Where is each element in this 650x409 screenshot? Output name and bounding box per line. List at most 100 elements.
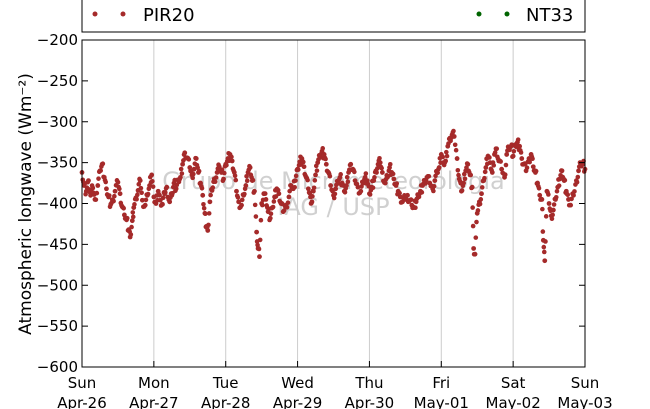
data-point bbox=[344, 183, 349, 188]
data-point bbox=[207, 199, 213, 205]
data-point bbox=[247, 165, 253, 170]
data-point bbox=[342, 189, 348, 195]
legend-marker bbox=[92, 11, 98, 17]
data-point bbox=[139, 190, 144, 196]
data-point bbox=[216, 164, 222, 170]
data-point bbox=[121, 205, 126, 211]
data-point bbox=[143, 197, 149, 203]
data-point bbox=[375, 166, 380, 171]
data-point bbox=[479, 185, 485, 190]
data-point bbox=[292, 184, 297, 190]
data-point bbox=[263, 197, 269, 202]
data-point bbox=[323, 161, 329, 167]
data-point bbox=[281, 208, 287, 213]
data-point bbox=[444, 149, 449, 155]
legend-box bbox=[81, 0, 586, 33]
data-point bbox=[129, 218, 135, 224]
data-point bbox=[115, 179, 121, 185]
data-point bbox=[370, 185, 376, 190]
data-point bbox=[310, 194, 315, 199]
x-tick-day-label: Wed bbox=[281, 374, 314, 392]
data-point bbox=[138, 185, 144, 191]
data-point bbox=[515, 137, 521, 142]
data-point bbox=[160, 195, 166, 201]
data-point bbox=[491, 163, 497, 168]
data-point bbox=[391, 176, 397, 182]
data-point bbox=[312, 178, 318, 183]
data-point bbox=[150, 178, 155, 184]
data-point bbox=[387, 161, 393, 167]
data-point bbox=[470, 223, 476, 229]
data-point bbox=[130, 210, 136, 215]
data-point bbox=[112, 193, 117, 199]
data-point bbox=[295, 167, 301, 172]
data-point bbox=[483, 165, 489, 170]
data-point bbox=[253, 214, 259, 219]
x-tick-day-label: Sun bbox=[571, 374, 600, 392]
data-point bbox=[258, 217, 264, 223]
data-point bbox=[327, 173, 333, 179]
data-point bbox=[546, 201, 552, 206]
data-point bbox=[305, 186, 311, 192]
data-point bbox=[456, 172, 461, 178]
data-point bbox=[502, 172, 508, 177]
data-point bbox=[284, 205, 290, 210]
data-point bbox=[372, 175, 377, 180]
legend-marker bbox=[504, 11, 510, 17]
data-point bbox=[469, 184, 475, 190]
data-point bbox=[267, 215, 273, 221]
data-point bbox=[213, 175, 219, 180]
data-point bbox=[432, 178, 438, 184]
data-point bbox=[462, 176, 468, 182]
data-point bbox=[405, 192, 410, 198]
x-tick-date-label: Apr-30 bbox=[345, 394, 395, 409]
data-point bbox=[461, 180, 466, 186]
data-point bbox=[559, 168, 565, 174]
data-point bbox=[206, 222, 211, 228]
data-point bbox=[333, 186, 339, 192]
data-point bbox=[130, 214, 136, 220]
data-point bbox=[431, 183, 437, 189]
data-point bbox=[103, 179, 109, 185]
data-point bbox=[271, 199, 277, 204]
data-point bbox=[471, 246, 477, 251]
data-point bbox=[377, 160, 383, 166]
x-tick-date-label: May-03 bbox=[557, 394, 612, 409]
data-point bbox=[394, 181, 400, 186]
data-point bbox=[139, 197, 145, 203]
data-point bbox=[568, 202, 574, 208]
data-point bbox=[201, 205, 207, 211]
data-point bbox=[239, 202, 244, 208]
data-point bbox=[186, 157, 192, 162]
x-tick-date-label: Apr-29 bbox=[273, 394, 323, 409]
data-point bbox=[242, 191, 247, 197]
data-point bbox=[311, 185, 317, 191]
y-tick-label: −400 bbox=[37, 195, 78, 213]
data-point bbox=[199, 185, 205, 191]
legend-label: PIR20 bbox=[143, 5, 195, 26]
data-point bbox=[107, 193, 112, 198]
data-point bbox=[419, 190, 425, 195]
data-point bbox=[305, 177, 310, 183]
plot-background bbox=[82, 40, 585, 367]
data-point bbox=[530, 164, 536, 170]
data-point bbox=[193, 156, 199, 161]
y-tick-label: −200 bbox=[37, 31, 78, 49]
data-point bbox=[111, 198, 116, 204]
data-point bbox=[477, 201, 483, 207]
data-point bbox=[352, 169, 357, 175]
data-point bbox=[178, 166, 184, 172]
data-point bbox=[112, 188, 118, 194]
data-point bbox=[173, 186, 179, 192]
data-point bbox=[444, 153, 450, 159]
data-point bbox=[562, 177, 568, 183]
data-point bbox=[104, 186, 109, 192]
data-point bbox=[328, 183, 334, 188]
data-point bbox=[221, 176, 226, 182]
data-point bbox=[180, 161, 186, 167]
data-point bbox=[100, 161, 106, 167]
x-tick-day-label: Fri bbox=[432, 374, 450, 392]
data-point bbox=[492, 150, 498, 155]
data-point bbox=[150, 184, 156, 189]
data-point bbox=[219, 167, 225, 173]
